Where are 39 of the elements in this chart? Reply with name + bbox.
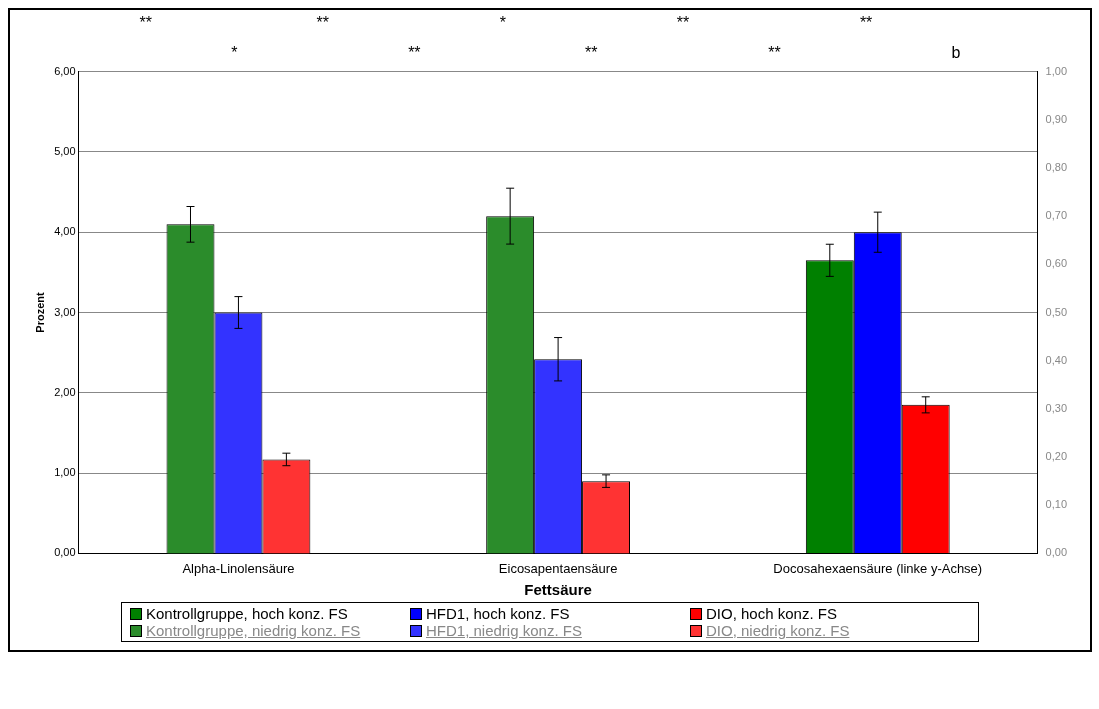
- text: *: [499, 14, 506, 32]
- text: **: [585, 44, 598, 62]
- y2-tick-label: 0,10: [1045, 498, 1068, 511]
- x-tick-label: Alpha-Linolensäure: [182, 560, 295, 576]
- y2-tick-label: 0,60: [1045, 257, 1068, 270]
- y2-tick-label: 0,70: [1045, 209, 1068, 222]
- y-axis-title: Prozent: [33, 292, 46, 333]
- text: **: [139, 14, 153, 32]
- y-tick-label: 6,00: [54, 64, 76, 77]
- text: **: [316, 14, 329, 32]
- y2-tick-label: 0,20: [1045, 450, 1068, 463]
- y2-tick-label: 0,90: [1045, 112, 1068, 125]
- text: *: [231, 44, 238, 62]
- text: **: [408, 44, 421, 62]
- text: **: [676, 14, 690, 32]
- y-tick-label: 5,00: [54, 144, 76, 157]
- y2-tick-label: 0,80: [1045, 160, 1068, 173]
- y2-tick-label: 0,40: [1045, 353, 1068, 366]
- y-tick-label: 1,00: [54, 466, 76, 479]
- legend-label: Kontrollgruppe, niedrig konz. FS: [146, 622, 361, 639]
- y-tick-label: 2,00: [54, 385, 76, 398]
- y-tick-label: 4,00: [54, 225, 76, 238]
- text: **: [768, 44, 781, 62]
- x-tick-label: Docosahexaensäure (linke y-Achse): [773, 560, 983, 576]
- y-tick-label: 0,00: [54, 546, 76, 559]
- x-axis-title: Fettsäure: [524, 581, 592, 599]
- y2-tick-label: 0,30: [1045, 401, 1068, 414]
- y2-tick-label: 0,50: [1045, 305, 1068, 318]
- legend-label: DIO, niedrig konz. FS: [706, 622, 850, 639]
- text: **: [859, 14, 873, 32]
- y2-tick-label: 0,00: [1045, 546, 1068, 559]
- text: b: [951, 44, 961, 62]
- y-tick-label: 3,00: [54, 305, 76, 318]
- legend-label: Kontrollgruppe, hoch konz. FS: [146, 605, 348, 622]
- legend-label: HFD1, niedrig konz. FS: [426, 622, 582, 639]
- legend-label: DIO, hoch konz. FS: [706, 605, 837, 622]
- y2-tick-label: 1,00: [1045, 64, 1068, 77]
- x-tick-label: Eicosapentaensäure: [498, 560, 618, 576]
- legend-label: HFD1, hoch konz. FS: [426, 605, 570, 622]
